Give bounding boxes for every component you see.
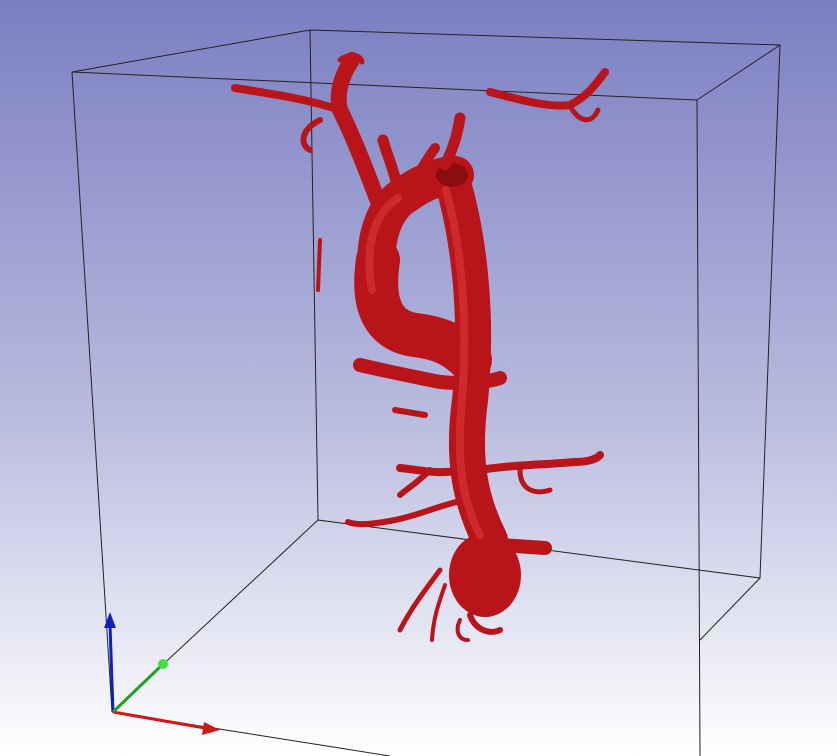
render-view: [0, 0, 837, 756]
page: [0, 0, 837, 756]
axis-y-head: [158, 659, 168, 669]
branch: [500, 545, 545, 548]
branch: [318, 240, 320, 290]
